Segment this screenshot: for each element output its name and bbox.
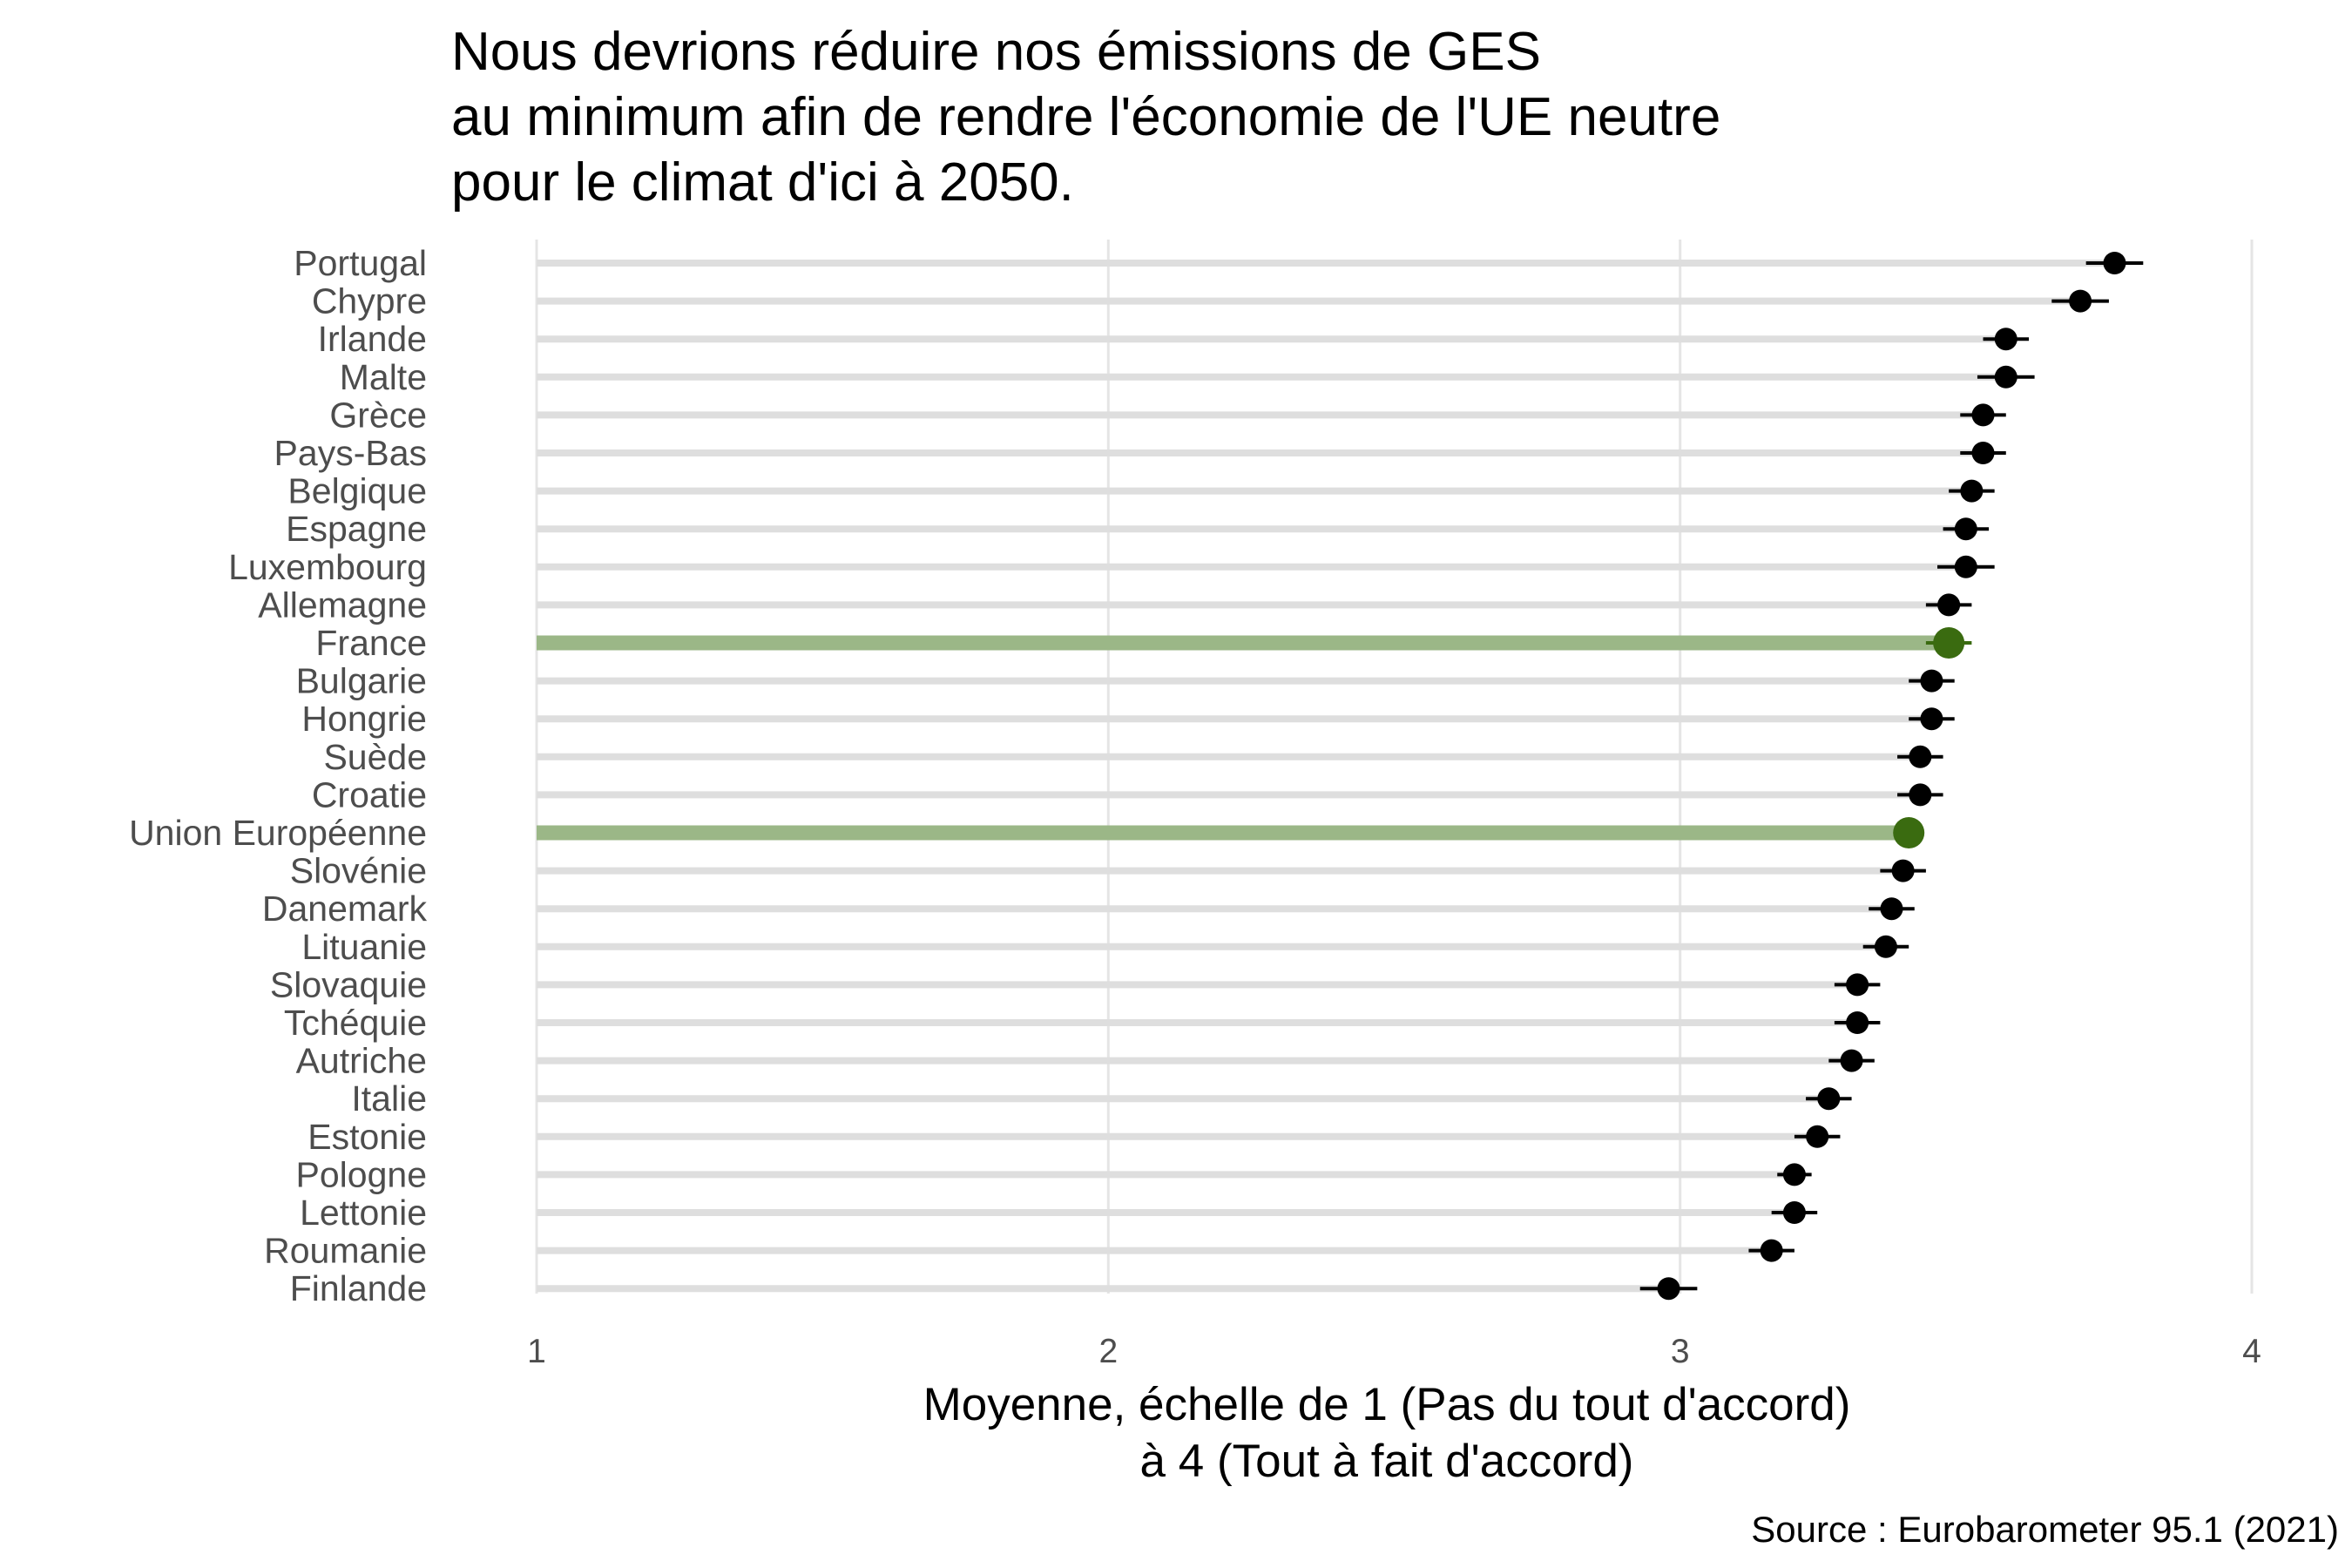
- point: [2069, 289, 2092, 313]
- chart-title-line: pour le climat d'ici à 2050.: [451, 152, 1074, 213]
- point: [1817, 1087, 1841, 1111]
- country-label: Chypre: [312, 281, 427, 321]
- country-label: Espagne: [286, 509, 427, 549]
- x-axis-label-line: à 4 (Tout à fait d'accord): [1140, 1436, 1634, 1487]
- x-tick-label: 2: [1098, 1333, 1118, 1370]
- point: [1937, 593, 1961, 617]
- country-label: Croatie: [312, 774, 427, 814]
- chart-title: Nous devrions réduire nos émissions de G…: [451, 22, 1720, 213]
- chart-title-line: Nous devrions réduire nos émissions de G…: [451, 22, 1541, 82]
- point: [1657, 1277, 1680, 1301]
- point: [1954, 555, 1977, 578]
- point: [1971, 442, 1995, 464]
- point: [1994, 365, 2017, 389]
- point: [1933, 627, 1965, 659]
- country-label: Autriche: [296, 1041, 427, 1081]
- bars: [537, 260, 2115, 1293]
- country-label: France: [315, 623, 427, 663]
- country-label: Luxembourg: [228, 547, 427, 587]
- country-label: Slovaquie: [270, 964, 427, 1004]
- country-label: Hongrie: [301, 699, 427, 739]
- x-axis-label: Moyenne, échelle de 1 (Pas du tout d'acc…: [923, 1379, 1851, 1487]
- x-axis-ticks: 1 2 3 4: [527, 1333, 2261, 1370]
- point: [1909, 783, 1932, 807]
- point: [1806, 1125, 1829, 1148]
- point: [1994, 328, 2017, 351]
- country-label: Estonie: [308, 1117, 427, 1157]
- point: [1909, 745, 1932, 768]
- country-label: Union Européenne: [129, 813, 427, 853]
- country-label: Suède: [323, 737, 427, 777]
- points: [1657, 252, 2126, 1301]
- country-label: Italie: [351, 1078, 427, 1119]
- point: [1920, 669, 1943, 693]
- point: [1893, 817, 1925, 848]
- country-label: Finlande: [290, 1268, 427, 1308]
- country-label: Pays-Bas: [274, 433, 427, 473]
- country-label: Malte: [340, 357, 427, 397]
- country-label: Lettonie: [300, 1193, 427, 1233]
- x-tick-label: 3: [1671, 1333, 1690, 1370]
- country-labels: PortugalChypreIrlandeMalteGrècePays-BasB…: [129, 243, 427, 1308]
- point: [1782, 1163, 1806, 1186]
- point: [1846, 1011, 1869, 1034]
- country-label: Lituanie: [301, 927, 427, 967]
- x-tick-label: 4: [2242, 1333, 2261, 1370]
- point: [1846, 973, 1869, 997]
- point: [1880, 897, 1903, 921]
- country-label: Danemark: [262, 889, 428, 929]
- point: [1960, 479, 1984, 503]
- x-axis-label-line: Moyenne, échelle de 1 (Pas du tout d'acc…: [923, 1379, 1851, 1430]
- country-label: Portugal: [294, 243, 427, 283]
- country-label: Tchéquie: [284, 1003, 427, 1043]
- country-label: Irlande: [318, 319, 427, 359]
- country-label: Bulgarie: [296, 661, 427, 701]
- x-tick-label: 1: [527, 1333, 546, 1370]
- point: [2103, 252, 2126, 274]
- source-caption: Source : Eurobarometer 95.1 (2021): [1751, 1509, 2339, 1550]
- country-label: Belgique: [287, 471, 427, 511]
- point: [1954, 517, 1977, 541]
- point: [1891, 859, 1915, 882]
- point: [1971, 403, 1995, 427]
- country-label: Slovénie: [290, 851, 427, 891]
- point: [1920, 707, 1943, 731]
- point: [1782, 1201, 1806, 1224]
- point: [1874, 935, 1897, 958]
- country-label: Grèce: [329, 395, 427, 435]
- point: [1840, 1049, 1863, 1072]
- country-label: Allemagne: [258, 585, 427, 625]
- country-label: Pologne: [296, 1154, 427, 1194]
- country-label: Roumanie: [264, 1231, 427, 1271]
- chart-title-line: au minimum afin de rendre l'économie de …: [451, 87, 1720, 147]
- point: [1760, 1239, 1783, 1262]
